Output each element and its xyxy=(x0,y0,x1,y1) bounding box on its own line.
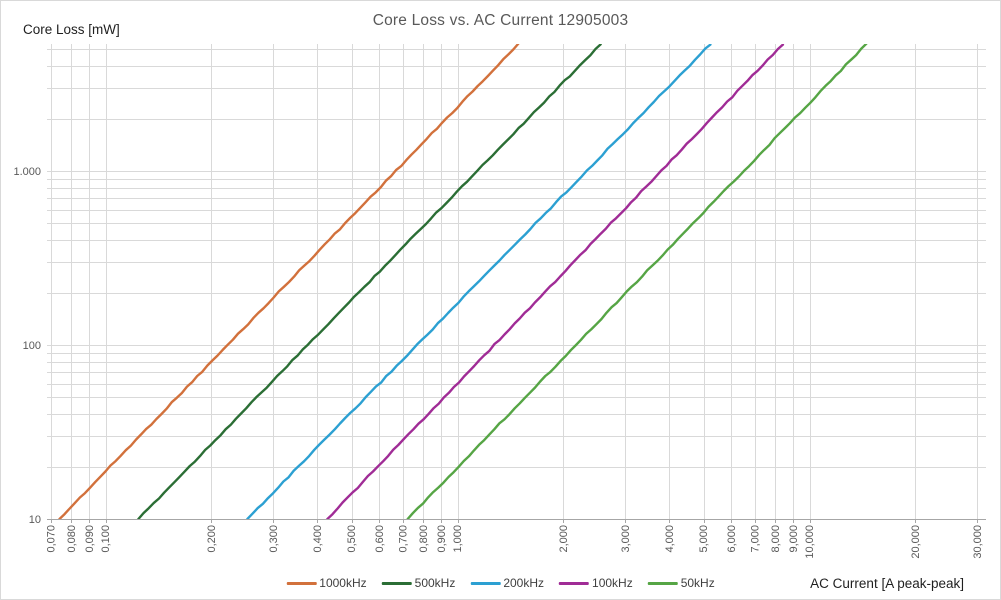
series-line-1000kHz xyxy=(58,44,520,519)
legend-swatch-icon xyxy=(286,581,317,585)
x-axis-label: AC Current [A peak-peak] xyxy=(810,576,964,591)
x-tick-label: 10,000 xyxy=(804,525,816,559)
legend-label: 1000kHz xyxy=(319,576,367,590)
x-tick-label: 0,100 xyxy=(100,525,112,553)
x-tick-label: 0,600 xyxy=(374,525,386,553)
x-tick-label: 0,080 xyxy=(66,525,78,553)
gridlines xyxy=(47,44,986,520)
x-tick-labels: 0,070 0,080 0,090 0,100 0,200 0,300 0,400 0,500… xyxy=(46,525,984,559)
legend-item-50kHz[interactable]: 50kHz xyxy=(647,576,715,590)
x-tick-label: 6,000 xyxy=(726,525,738,553)
x-tick-label: 0,700 xyxy=(398,525,410,553)
legend-label: 500kHz xyxy=(414,576,456,590)
series-group xyxy=(58,44,868,519)
legend-item-500kHz[interactable]: 500kHz xyxy=(381,576,456,590)
y-tick-label: 100 xyxy=(23,340,41,352)
x-tick-label: 0,300 xyxy=(268,525,280,553)
x-tick-label: 7,000 xyxy=(750,525,762,553)
x-tick-label: 0,500 xyxy=(346,525,358,553)
legend-swatch-icon xyxy=(647,581,678,585)
legend: 1000kHz 500kHz 200kHz 100kHz 50kHz xyxy=(286,576,715,590)
x-tick-label: 0,400 xyxy=(312,525,324,553)
y-tick-labels: 10 100 1.000 xyxy=(13,166,41,526)
y-tick-label: 10 xyxy=(29,514,41,526)
series-line-500kHz xyxy=(137,44,602,519)
x-tick-label: 30,000 xyxy=(972,525,984,559)
x-tick-label: 4,000 xyxy=(664,525,676,553)
series-line-200kHz xyxy=(246,44,712,519)
x-tick-label: 2,000 xyxy=(558,525,570,553)
x-tick-label: 9,000 xyxy=(788,525,800,553)
legend-item-100kHz[interactable]: 100kHz xyxy=(559,576,633,590)
y-axis-label: Core Loss [mW] xyxy=(23,22,120,37)
legend-swatch-icon xyxy=(381,581,412,585)
legend-item-1000kHz[interactable]: 1000kHz xyxy=(286,576,367,590)
series-line-50kHz xyxy=(406,44,868,519)
x-tick-label: 0,200 xyxy=(206,525,218,553)
legend-label: 100kHz xyxy=(592,576,633,590)
chart-title: Core Loss vs. AC Current 12905003 xyxy=(372,12,629,29)
x-tick-label: 0,800 xyxy=(418,525,430,553)
series-line-100kHz xyxy=(326,44,785,519)
x-tick-label: 0,070 xyxy=(46,525,58,553)
x-tick-label: 0,090 xyxy=(84,525,96,553)
x-tick-label: 0,900 xyxy=(436,525,448,553)
legend-label: 200kHz xyxy=(503,576,545,590)
legend-item-200kHz[interactable]: 200kHz xyxy=(470,576,544,590)
x-tick-label: 5,000 xyxy=(698,525,710,553)
x-tick-label: 20,000 xyxy=(910,525,922,559)
legend-label: 50kHz xyxy=(680,576,715,590)
legend-swatch-icon xyxy=(470,581,501,585)
x-tick-label: 8,000 xyxy=(770,525,782,553)
x-tick-label: 3,000 xyxy=(620,525,632,553)
x-axis xyxy=(47,519,986,523)
x-tick-label: 1,000 xyxy=(452,525,464,553)
y-tick-label: 1.000 xyxy=(13,166,41,178)
legend-swatch-icon xyxy=(559,581,590,585)
